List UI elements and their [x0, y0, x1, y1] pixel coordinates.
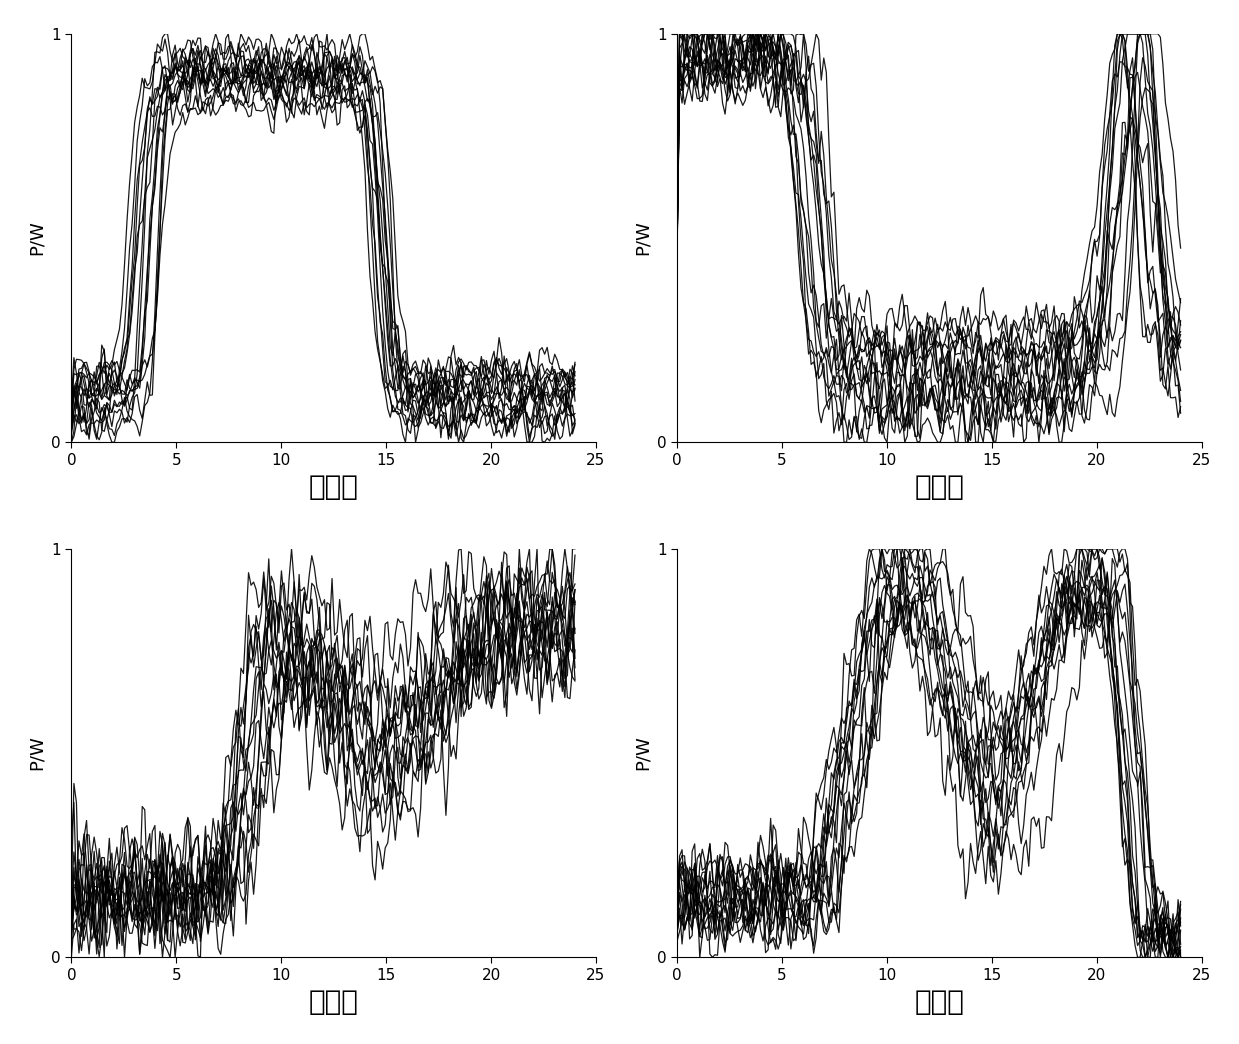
X-axis label: 第四类: 第四类	[914, 989, 964, 1016]
X-axis label: 第二类: 第二类	[914, 473, 964, 501]
Y-axis label: P/W: P/W	[633, 736, 652, 770]
Y-axis label: P/W: P/W	[27, 220, 46, 256]
Y-axis label: P/W: P/W	[27, 736, 46, 770]
Y-axis label: P/W: P/W	[633, 220, 652, 256]
X-axis label: 第一类: 第一类	[309, 473, 358, 501]
X-axis label: 第三类: 第三类	[309, 989, 358, 1016]
